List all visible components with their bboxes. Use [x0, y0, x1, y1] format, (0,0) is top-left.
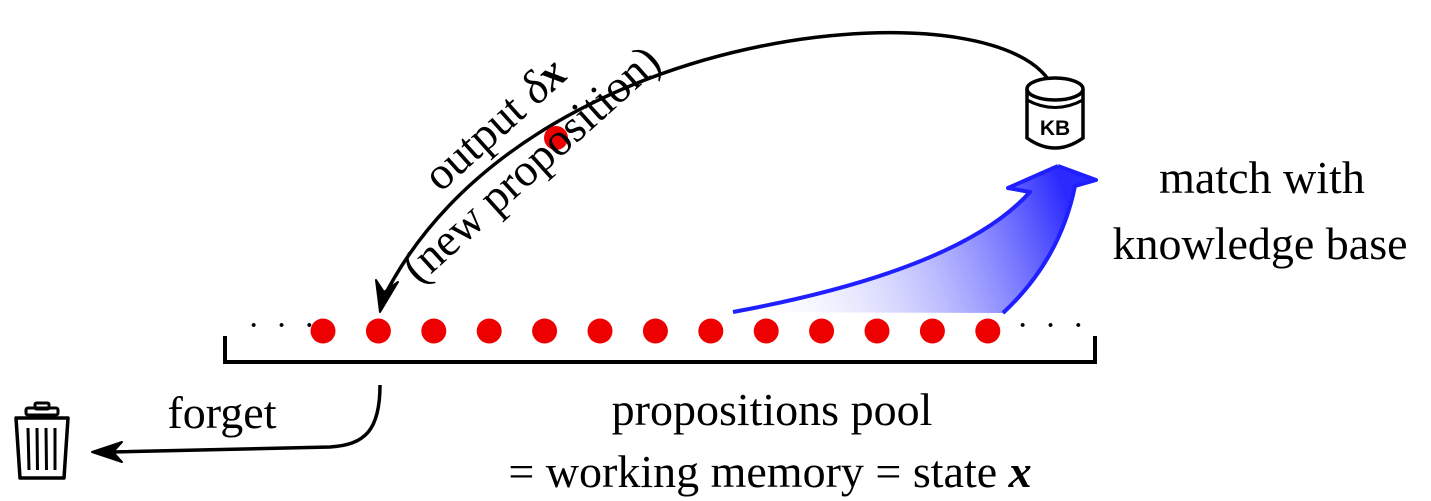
proposition-dot — [310, 318, 336, 344]
new-proposition-dot — [544, 126, 568, 150]
forget-arrowhead — [91, 441, 123, 463]
match-arrow-fill — [733, 166, 1096, 313]
ellipsis-right: · · · — [1017, 307, 1088, 344]
proposition-dot — [864, 318, 890, 344]
pool-label-line2: = working memory = state x — [508, 446, 1031, 497]
ellipsis-left: · · · — [248, 307, 319, 344]
forget-curve — [111, 384, 382, 454]
match-arrow-upper-edge — [732, 164, 1059, 314]
forget-label: forget — [167, 387, 276, 438]
output-label: output δx (new proposition) — [392, 35, 670, 293]
proposition-dot — [421, 318, 447, 344]
trash-icon — [14, 401, 70, 480]
proposition-dot — [642, 318, 668, 344]
pool-label-line1: propositions pool — [612, 384, 933, 435]
pool-bracket — [223, 336, 1097, 364]
proposition-dots — [310, 318, 1001, 344]
forget-arrow — [91, 384, 382, 463]
match-arrow-lower-edge — [1001, 164, 1098, 315]
proposition-dot — [809, 318, 835, 344]
proposition-dot — [587, 318, 613, 344]
proposition-dot — [532, 318, 558, 344]
proposition-dot — [476, 318, 502, 344]
match-label-line2: knowledge base — [1112, 218, 1407, 269]
output-arc — [378, 30, 1057, 306]
match-arrow — [732, 164, 1098, 315]
output-arrow — [375, 30, 1057, 313]
output-arrowhead — [375, 279, 399, 313]
proposition-dot — [365, 318, 391, 344]
kb-icon-label: KB — [1040, 117, 1070, 140]
match-label-line1: match with — [1159, 152, 1365, 203]
proposition-dot — [698, 318, 724, 344]
database-icon: KB — [1025, 76, 1085, 150]
proposition-dot — [975, 318, 1001, 344]
proposition-dot — [753, 318, 779, 344]
proposition-dot — [919, 318, 945, 344]
